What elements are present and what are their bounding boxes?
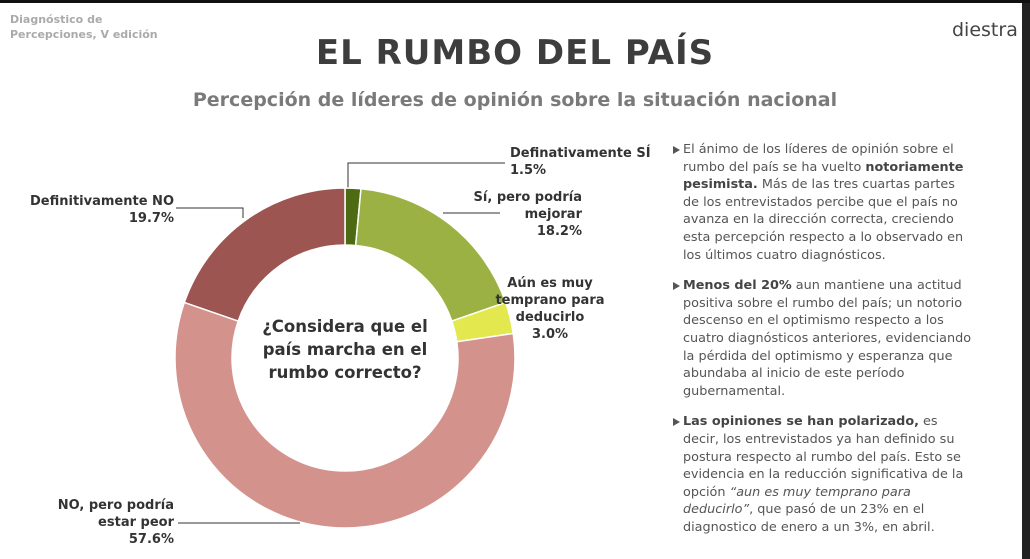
donut-chart <box>174 162 516 529</box>
note-text: Las opiniones se han polarizado, <box>683 414 919 430</box>
slice-label: Definativamente SÍ 1.5% <box>510 145 660 179</box>
subtitle: Percepción de líderes de opinión sobre l… <box>192 89 838 111</box>
leader-line <box>347 162 505 188</box>
note-paragraph: Menos del 20% aun mantiene una actitud p… <box>673 277 973 400</box>
source-line: Percepciones, V edición <box>10 28 158 41</box>
donut-segment <box>174 301 516 529</box>
value-label: 18.2% <box>536 224 582 239</box>
leader-line <box>176 207 244 218</box>
category-label: Sí, pero podría mejorar <box>473 190 582 222</box>
category-label: NO, pero podría estar peor <box>57 498 174 530</box>
note-text: Menos del 20% <box>683 278 792 294</box>
title: EL RUMBO DEL PAÍS <box>315 33 715 73</box>
slice-label: Aún es muy temprano para deducirlo 3.0% <box>490 275 610 343</box>
donut-segment <box>183 187 346 323</box>
value-label: 3.0% <box>531 327 569 342</box>
note-text: notoriamente pesimista. <box>683 159 964 193</box>
value-label: 1.5% <box>510 163 547 178</box>
category-label: Aún es muy temprano para deducirlo <box>495 276 605 325</box>
category-label: Definativamente SÍ <box>510 146 651 161</box>
note-text: El ánimo de los líderes de opinión sobre… <box>683 142 954 175</box>
center-label: ¿Considera que el país marcha en el rumb… <box>262 317 428 382</box>
value-label: 57.6% <box>128 532 174 547</box>
leader-lines <box>176 162 505 524</box>
source-line: Diagnóstico de <box>10 13 103 26</box>
note-text: es decir, los entrevistados ya han defin… <box>683 414 964 500</box>
slice-label: Sí, pero podría mejorar 18.2% <box>470 189 582 240</box>
note-text: aun mantiene una actitud positiva sobre … <box>683 278 972 399</box>
notes: El ánimo de los líderes de opinión sobre… <box>673 141 973 549</box>
slice-label: NO, pero podría estar peor 57.6% <box>40 497 174 548</box>
note-text: , que pasó de un 23% en el diagnostico d… <box>683 502 935 535</box>
note-text: Más de las tres cuartas partes de los en… <box>683 177 964 263</box>
note-paragraph: El ánimo de los líderes de opinión sobre… <box>673 141 973 264</box>
value-label: 19.7% <box>128 211 174 226</box>
note-paragraph: Las opiniones se han polarizado, es deci… <box>673 413 973 536</box>
logo: diestra <box>952 19 1018 41</box>
frame-edge <box>1022 3 1030 559</box>
category-label: Definitivamente NO <box>30 194 174 209</box>
note-text: “aun es muy temprano para deducirlo” <box>683 484 911 518</box>
slice-label: Definitivamente NO 19.7% <box>20 193 174 227</box>
